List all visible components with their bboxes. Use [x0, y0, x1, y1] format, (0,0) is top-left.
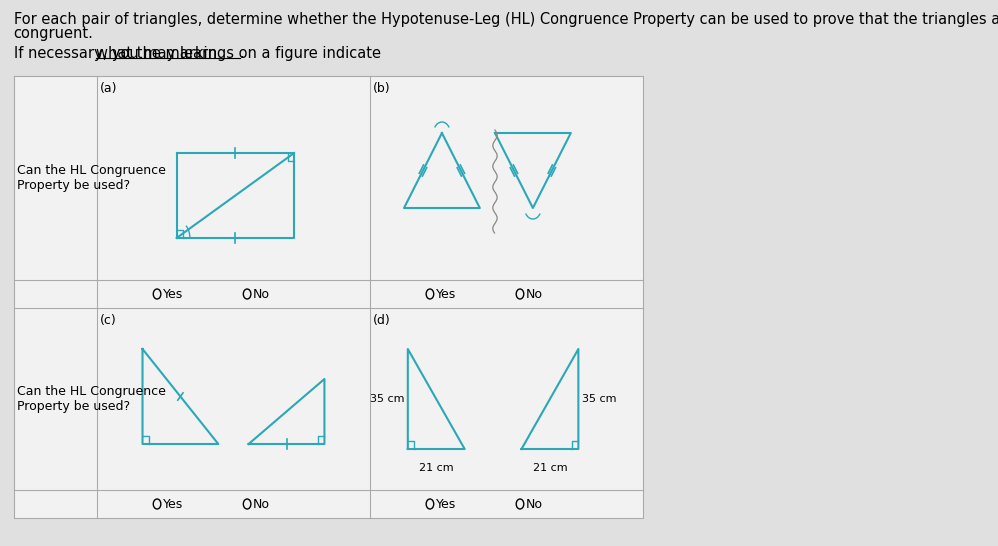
Bar — [370, 308, 643, 490]
Text: (b): (b) — [373, 82, 390, 95]
Text: No: No — [526, 497, 543, 511]
Bar — [370, 280, 643, 308]
Text: Can the HL Congruence
Property be used?: Can the HL Congruence Property be used? — [17, 385, 166, 413]
Bar — [97, 490, 370, 518]
Text: .: . — [240, 46, 245, 61]
Bar — [97, 76, 370, 280]
Text: what the markings on a figure indicate: what the markings on a figure indicate — [96, 46, 380, 61]
Bar — [370, 490, 643, 518]
Bar — [97, 308, 370, 490]
Text: 21 cm: 21 cm — [533, 463, 567, 473]
Text: Yes: Yes — [436, 288, 456, 300]
Text: Yes: Yes — [163, 497, 184, 511]
Text: No: No — [253, 288, 270, 300]
Text: (c): (c) — [100, 314, 117, 327]
Text: For each pair of triangles, determine whether the Hypotenuse-Leg (HL) Congruence: For each pair of triangles, determine wh… — [14, 12, 998, 27]
Bar — [370, 76, 643, 280]
Text: 35 cm: 35 cm — [582, 394, 617, 404]
Text: Yes: Yes — [163, 288, 184, 300]
Text: Yes: Yes — [436, 497, 456, 511]
Text: 21 cm: 21 cm — [419, 463, 453, 473]
Text: No: No — [526, 288, 543, 300]
Text: If necessary, you may learn: If necessary, you may learn — [14, 46, 222, 61]
Text: (a): (a) — [100, 82, 118, 95]
Bar — [14, 76, 97, 518]
Text: (d): (d) — [373, 314, 390, 327]
Text: No: No — [253, 497, 270, 511]
Text: congruent.: congruent. — [14, 26, 94, 41]
Text: Can the HL Congruence
Property be used?: Can the HL Congruence Property be used? — [17, 164, 166, 192]
Bar — [97, 280, 370, 308]
Text: 35 cm: 35 cm — [369, 394, 404, 404]
